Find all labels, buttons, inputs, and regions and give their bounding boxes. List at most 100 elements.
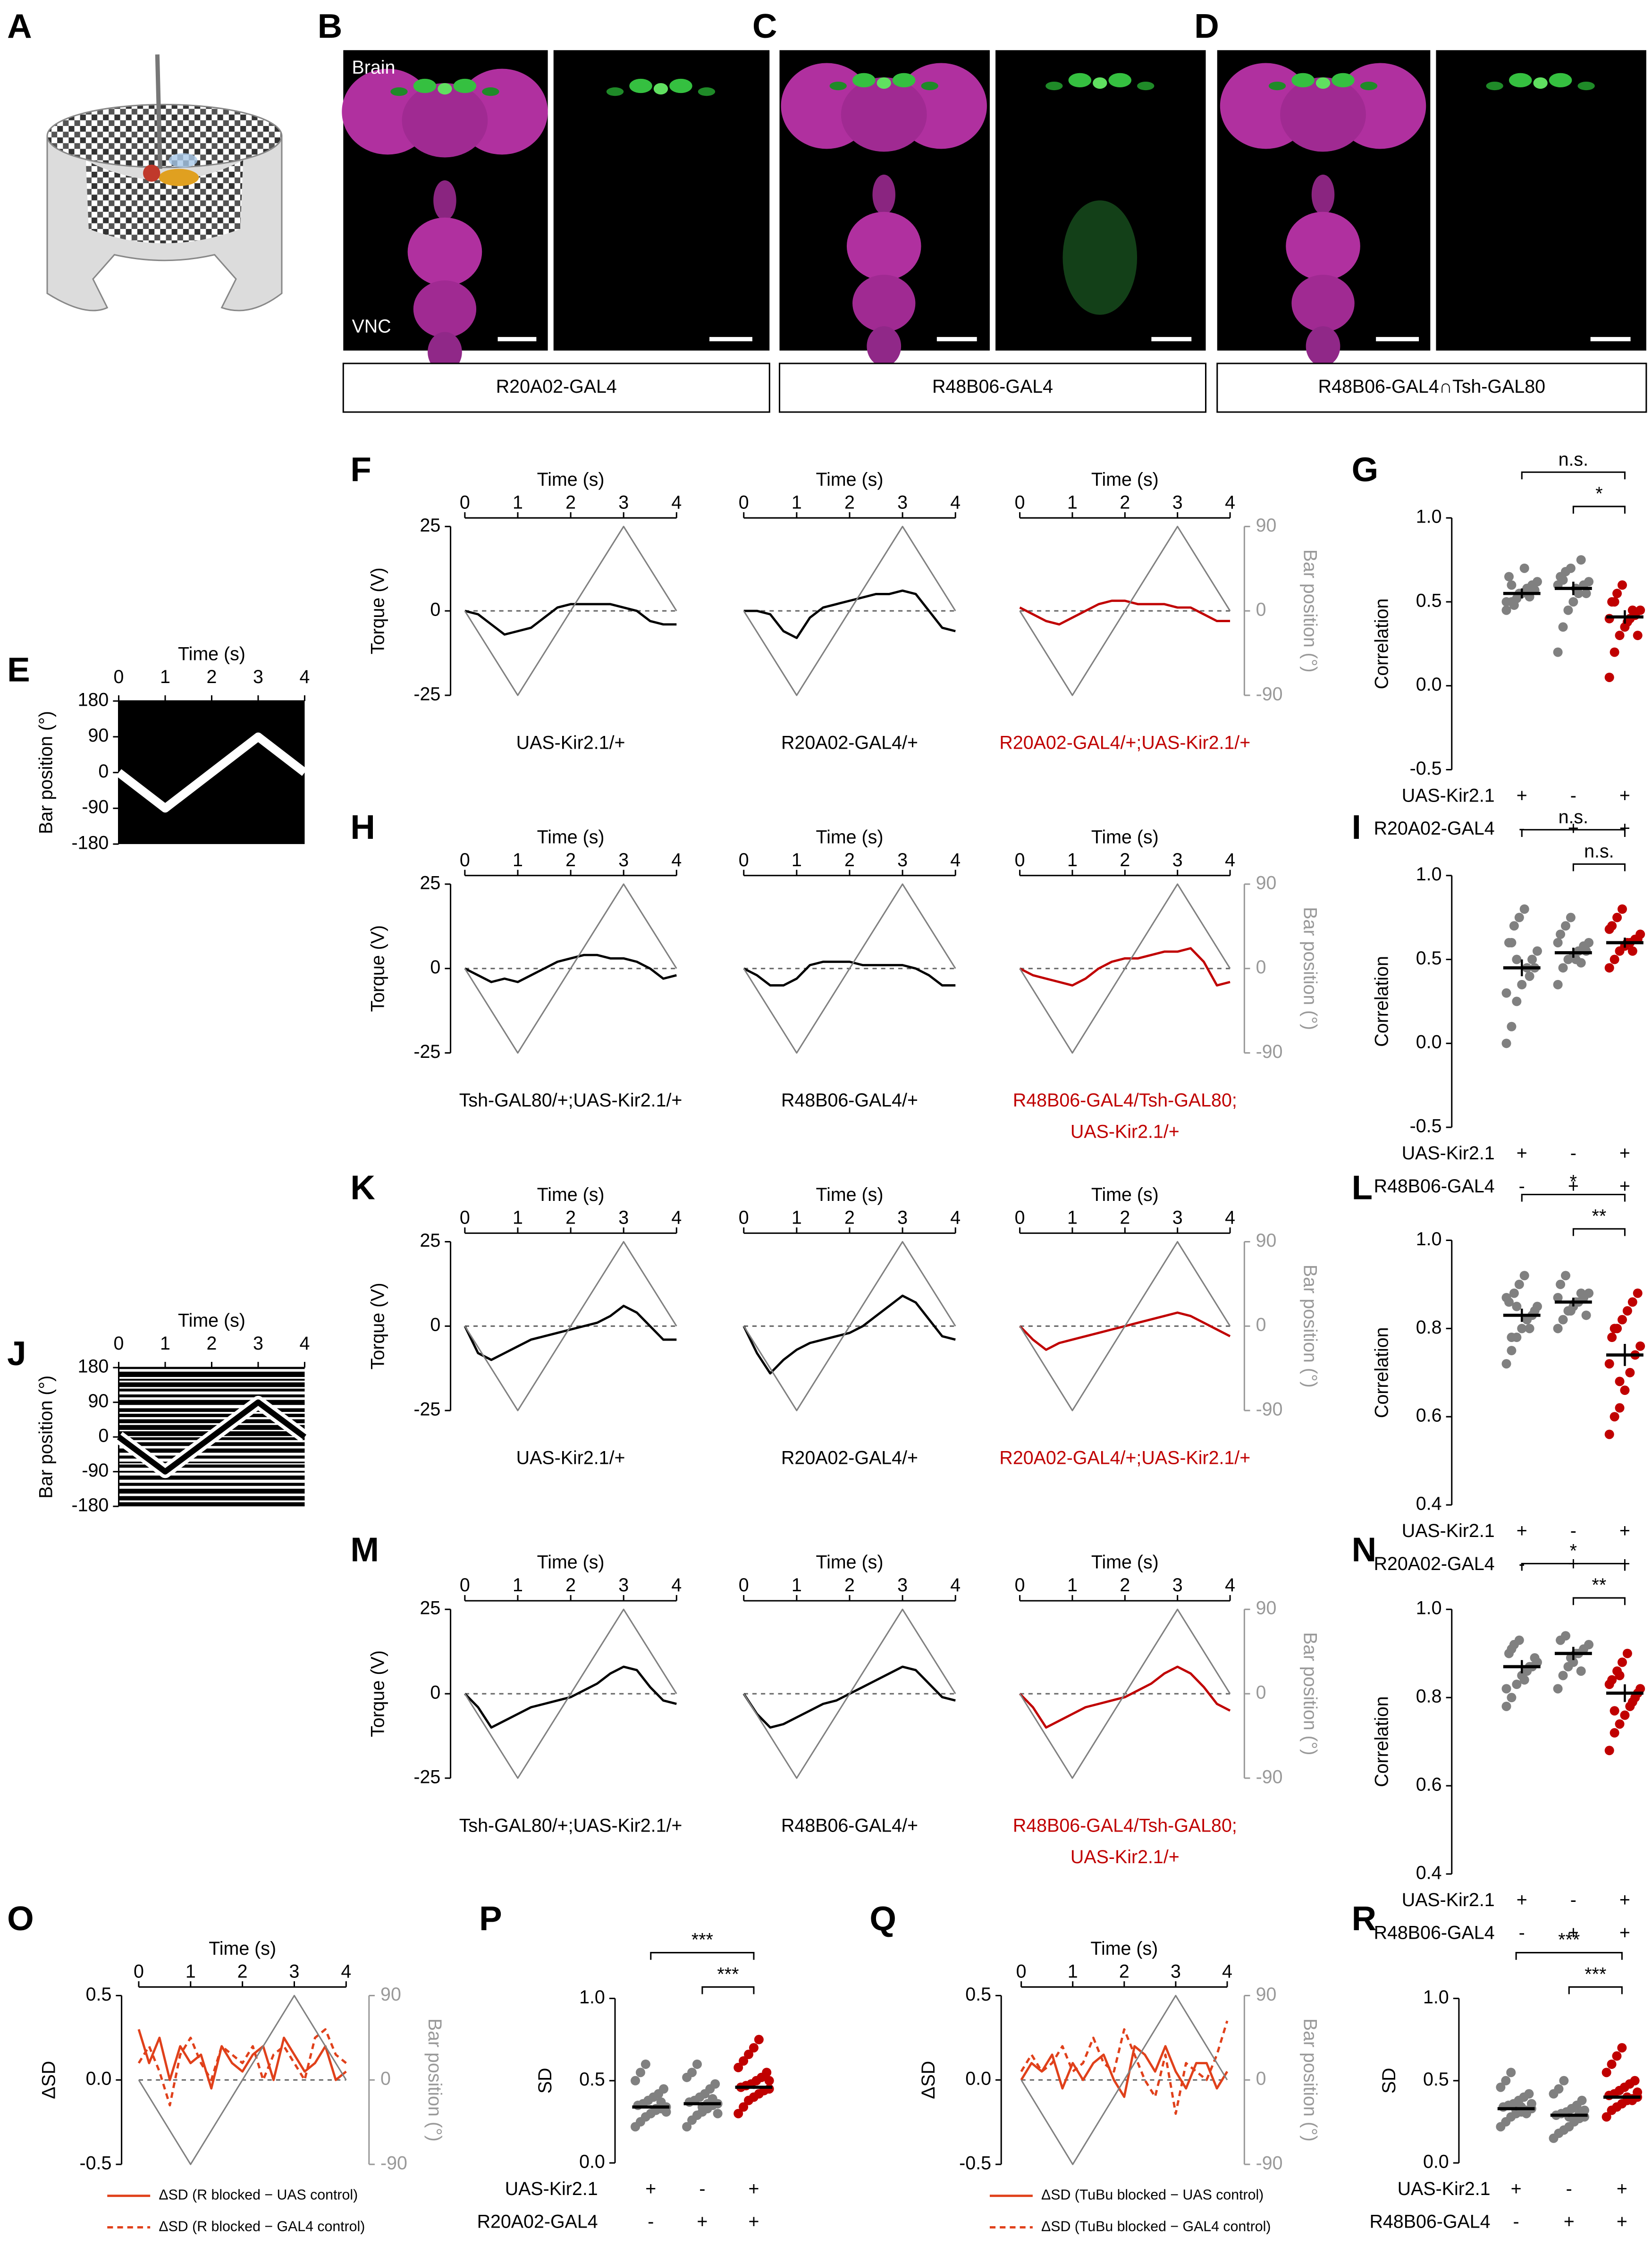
- caption: R20A02-GAL4/+: [781, 1448, 918, 1469]
- y-tick-label: 0.0: [579, 2151, 605, 2172]
- x-tick-label: 1: [792, 1207, 802, 1228]
- caption: UAS-Kir2.1/+: [1070, 1847, 1180, 1867]
- trace: [1019, 599, 1231, 626]
- x-tick-label: 0: [1015, 1207, 1025, 1228]
- data-point: [1527, 954, 1537, 964]
- data-point: [1610, 954, 1619, 964]
- data-point: [1604, 1429, 1614, 1439]
- y-tick-label: -0.5: [1410, 758, 1442, 779]
- trace: [743, 589, 956, 639]
- stripe: [118, 1391, 305, 1395]
- data-point: [739, 2056, 749, 2066]
- x-axis-label: Time (s): [1091, 1184, 1159, 1205]
- y-tick-label: 25: [420, 1598, 441, 1619]
- genotype-sign: -: [1519, 818, 1525, 839]
- genotype-label: UAS-Kir2.1: [1402, 1890, 1495, 1910]
- x-tick-label: 2: [1120, 850, 1130, 870]
- stimulus-line: [464, 1241, 677, 1411]
- data-point: [1553, 647, 1563, 657]
- x-tick-label: 3: [897, 850, 908, 870]
- data-point: [1610, 597, 1619, 607]
- genotype-sign: -: [1570, 1890, 1576, 1910]
- x-tick-label: 1: [792, 1575, 802, 1596]
- x-tick-label: 1: [160, 667, 170, 687]
- genotype-sign: +: [1619, 785, 1630, 806]
- data-point: [1627, 1697, 1637, 1707]
- y-tick-label: 1.0: [1416, 507, 1442, 527]
- genotype-sign: +: [1617, 2212, 1627, 2232]
- data-point: [1604, 1359, 1614, 1369]
- data-point: [1512, 954, 1522, 964]
- data-point: [1610, 647, 1619, 657]
- x-axis-label: Time (s): [816, 469, 884, 490]
- caption-box: [779, 363, 1207, 413]
- significance-label: n.s.: [1559, 449, 1588, 470]
- stimulus-line: [1019, 1608, 1231, 1779]
- x-axis-label: Time (s): [816, 827, 884, 847]
- x-tick-label: 4: [1225, 492, 1235, 513]
- data-point: [1509, 600, 1519, 610]
- data-point: [1635, 1341, 1645, 1351]
- x-tick-label: 3: [618, 1207, 629, 1228]
- significance-bracket: [1521, 829, 1626, 837]
- data-point: [1612, 589, 1622, 599]
- data-point: [1556, 1279, 1566, 1289]
- data-point: [1620, 1385, 1630, 1395]
- y-tick-label: 0: [98, 1426, 109, 1446]
- data-point: [1584, 1288, 1594, 1298]
- x-tick-label: 4: [1222, 1961, 1232, 1982]
- genotype-sign: +: [1517, 1520, 1527, 1541]
- data-point: [687, 2068, 697, 2077]
- x-tick-label: 0: [739, 1575, 749, 1596]
- data-point: [1581, 589, 1591, 599]
- x-tick-label: 3: [253, 667, 263, 687]
- data-point: [1517, 979, 1527, 989]
- data-point: [1560, 1631, 1570, 1641]
- data-point: [1558, 963, 1568, 973]
- trace: [1019, 1665, 1231, 1729]
- y2-axis-label: Bar position (°): [1299, 1265, 1320, 1388]
- data-point: [762, 2068, 772, 2077]
- region-label: Brain: [352, 57, 395, 78]
- data-point: [1627, 946, 1637, 956]
- x-tick-label: 1: [160, 1333, 170, 1354]
- genotype-sign: +: [1517, 785, 1527, 806]
- data-point: [661, 2107, 671, 2117]
- genotype-label: UAS-Kir2.1: [1398, 2178, 1491, 2199]
- x-tick-label: 4: [950, 492, 961, 513]
- significance-label: *: [1595, 483, 1602, 504]
- genotype-sign: +: [748, 2212, 759, 2232]
- significance-bracket: [1515, 1952, 1623, 1960]
- stimulus-line: [743, 1241, 956, 1411]
- stimulus-line: [743, 1608, 956, 1779]
- x-tick-label: 4: [671, 1575, 682, 1596]
- legend-label: ΔSD (R blocked − UAS control): [159, 2187, 358, 2203]
- x-axis-label: Time (s): [1091, 469, 1159, 490]
- y-tick-label: 0.4: [1416, 1862, 1442, 1883]
- genotype-label: R48B06-GAL4: [1369, 2212, 1490, 2232]
- trace: [464, 603, 677, 636]
- caption-box: [342, 363, 770, 413]
- panel-letter: K: [350, 1169, 375, 1207]
- y2-axis-label: Bar position (°): [1299, 907, 1320, 1030]
- panel-letter: M: [350, 1530, 379, 1569]
- data-point: [1553, 1684, 1563, 1694]
- data-point: [1584, 1640, 1594, 1650]
- y-tick-label: 0: [98, 761, 109, 782]
- x-tick-label: 2: [565, 1575, 576, 1596]
- data-point: [1514, 1279, 1524, 1289]
- y2-tick-label: -90: [1256, 1041, 1283, 1062]
- data-point: [733, 2062, 743, 2072]
- y-tick-label: 90: [88, 1391, 109, 1411]
- data-point: [1601, 2112, 1611, 2122]
- data-point: [1635, 605, 1645, 615]
- y2-tick-label: 0: [1256, 957, 1266, 978]
- x-tick-label: 2: [844, 492, 855, 513]
- trace: [464, 1304, 677, 1361]
- data-point: [1610, 1706, 1619, 1716]
- x-tick-label: 4: [950, 850, 961, 870]
- data-point: [1507, 580, 1517, 590]
- stripe: [118, 1472, 305, 1476]
- significance-label: **: [1592, 1206, 1607, 1226]
- significance-bracket: [1521, 1194, 1626, 1202]
